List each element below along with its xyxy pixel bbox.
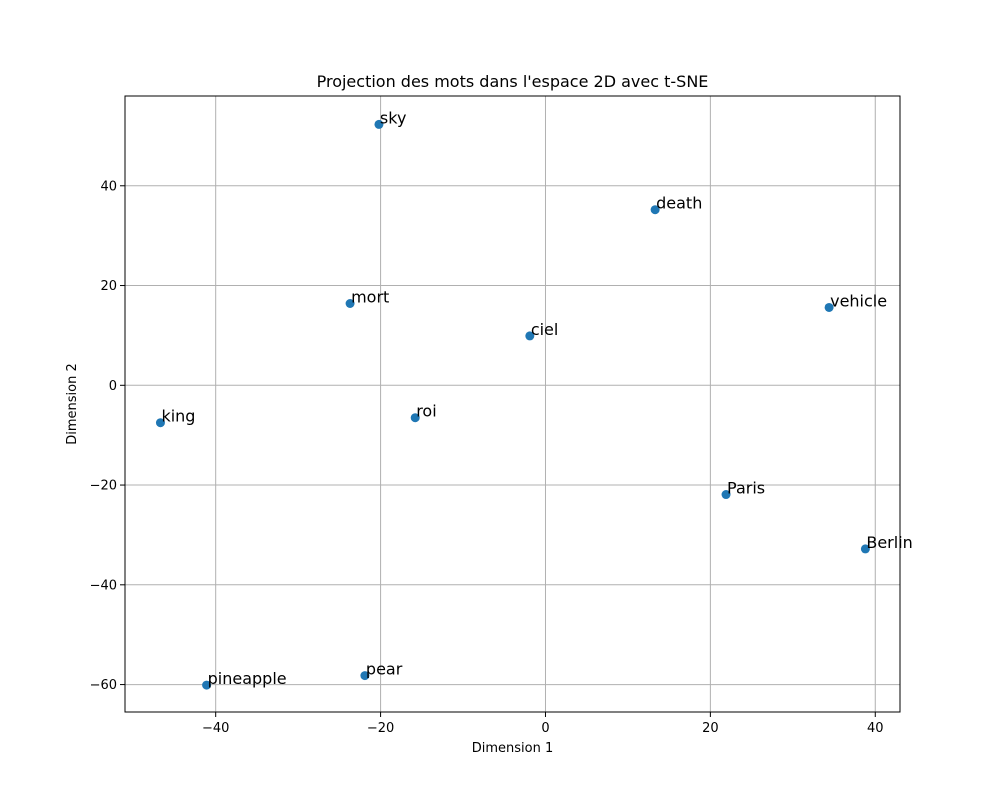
- x-tick-label: 20: [702, 721, 719, 736]
- y-tick-label: 20: [100, 279, 117, 294]
- data-point: [824, 302, 834, 312]
- y-tick-label: 40: [100, 179, 117, 194]
- y-tick-label: −40: [90, 578, 117, 593]
- x-tick-label: 40: [867, 721, 884, 736]
- point-label: vehicle: [830, 291, 887, 310]
- point-label: pineapple: [208, 669, 287, 688]
- point-label: pear: [366, 660, 403, 679]
- y-tick-label: 0: [109, 379, 117, 394]
- y-axis-label: Dimension 2: [65, 363, 80, 445]
- data-point: [155, 418, 165, 428]
- data-point: [650, 205, 660, 215]
- data-point: [374, 119, 384, 129]
- data-point: [860, 544, 870, 554]
- point-label: Paris: [727, 479, 765, 498]
- data-points: sky death mort vehicle ciel roi king Paris Berli…: [155, 108, 913, 690]
- x-tick-label: −40: [202, 721, 229, 736]
- y-tick-label: −20: [90, 479, 117, 494]
- data-point: [410, 413, 420, 423]
- x-axis-label: Dimension 1: [472, 741, 554, 756]
- grid-lines: [125, 96, 900, 712]
- data-point: [345, 298, 355, 308]
- chart-title: Projection des mots dans l'espace 2D ave…: [317, 72, 709, 91]
- x-tick-label: 0: [541, 721, 549, 736]
- data-point: [202, 680, 212, 690]
- axis-ticks: −40 −20 0 20 40 −60 −40 −20 0 20 40: [90, 179, 884, 736]
- point-label: king: [161, 407, 195, 426]
- plot-frame: [124, 95, 901, 713]
- point-label: ciel: [531, 320, 559, 339]
- x-tick-label: −20: [367, 721, 394, 736]
- data-point: [360, 671, 370, 681]
- point-label: mort: [351, 287, 389, 306]
- point-label: roi: [416, 402, 436, 421]
- y-tick-label: −60: [90, 678, 117, 693]
- point-label: Berlin: [866, 533, 912, 552]
- point-label: sky: [380, 108, 407, 127]
- point-label: death: [656, 194, 702, 213]
- data-point: [721, 490, 731, 500]
- data-point: [525, 331, 535, 341]
